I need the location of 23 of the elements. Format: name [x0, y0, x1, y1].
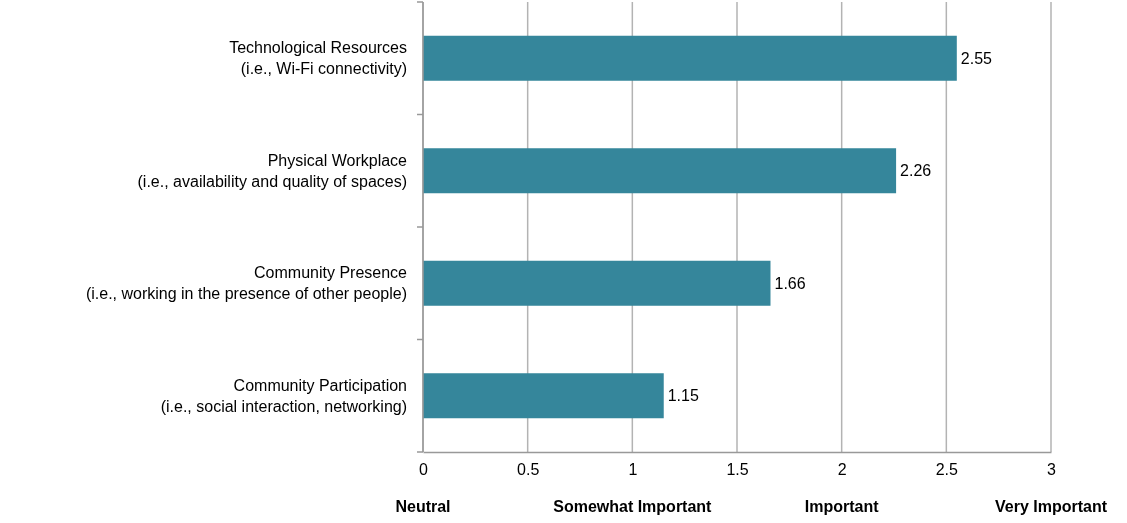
text: Very Important: [994, 498, 1108, 515]
x-tick-label: 1: [628, 461, 638, 479]
data-label: 1.15: [667, 387, 699, 405]
y-tick-label: Community Presence (i.e., working in the presence of other people): [85, 264, 408, 303]
x-tick-label: 0.5: [517, 461, 540, 479]
data-label: 1.66: [774, 274, 806, 292]
data-label: 2.26: [900, 162, 932, 180]
bar: [423, 148, 897, 194]
text: Somewhat Important: [553, 498, 713, 515]
bar: [423, 35, 957, 81]
x-tick-label: 3: [1047, 461, 1057, 479]
text: Important: [804, 498, 880, 515]
y-tick-label: Technological Resources (i.e., Wi-Fi connectivity): [229, 39, 407, 78]
x-tick-label: 2: [837, 461, 847, 479]
x-tick-label: 2.5: [935, 461, 959, 479]
x-tick-label: 0: [419, 461, 429, 479]
text: Neutral: [395, 498, 451, 515]
y-tick-label: Physical Workplace (i.e., availability and quality of spaces): [137, 151, 408, 190]
y-tick-label: Community Participation (i.e., social interaction, networking): [160, 376, 407, 415]
data-label: 2.55: [960, 49, 993, 67]
bar: [423, 373, 664, 419]
x-tick-label: 1.5: [726, 461, 749, 479]
bar: [423, 260, 771, 306]
